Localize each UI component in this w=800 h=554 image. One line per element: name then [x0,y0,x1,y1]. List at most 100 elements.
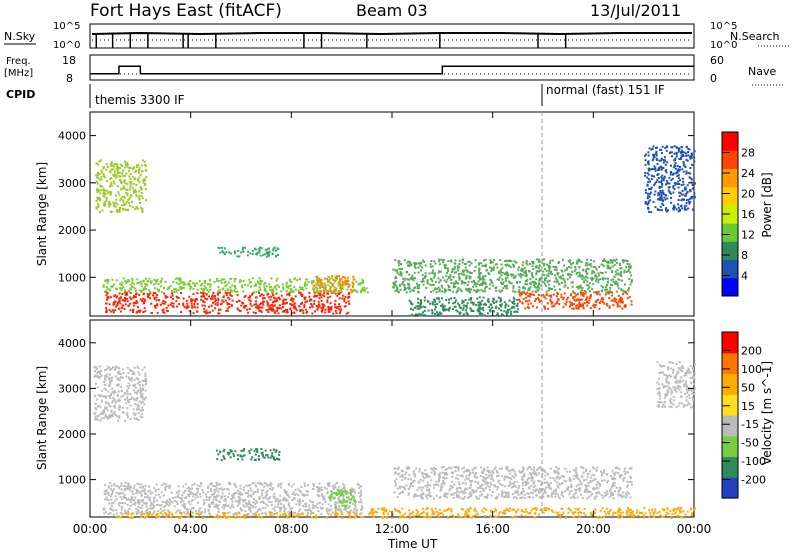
vel-scatter-mark [141,500,144,503]
vel-scatter-mark [445,496,448,499]
power-scatter-mark [677,183,679,185]
power-scatter-mark [510,282,513,285]
vel-scatter-mark [449,484,452,487]
nsky-left-top-tick: 10^5 [53,21,80,32]
power-scatter-mark [134,296,137,299]
vel-scatter-mark [250,458,253,461]
power-scatter-mark [509,266,512,268]
power-scatter-mark [573,269,576,272]
vel-scatter-mark [119,502,122,505]
vel-scatter-mark [187,515,190,518]
power-scatter-mark [190,304,193,307]
power-scatter-mark [435,291,438,294]
power-scatter-mark [392,282,395,285]
power-scatter-mark [175,281,178,284]
power-scatter-mark [318,297,321,300]
power-scatter-mark [568,300,571,303]
power-scatter-mark [166,310,169,313]
power-scatter-mark [592,305,595,307]
power-scatter-mark [120,182,123,185]
vel-scatter-mark [243,514,246,516]
power-scatter-mark [144,310,147,313]
vel-scatter-mark [145,379,148,382]
power-scatter-mark [513,310,516,313]
power-scatter-mark [128,280,131,283]
vel-scatter-mark [223,456,225,459]
power-scatter-mark [516,281,518,284]
power-scatter-mark [674,162,677,164]
power-scatter-mark [588,296,591,299]
vel-scatter-mark [137,389,140,392]
power-scatter-mark [630,281,633,283]
vel-scatter-mark [338,486,341,489]
power-scatter-mark [574,299,577,302]
power-scatter-mark [135,169,138,172]
power-scatter-mark [538,270,540,273]
power-scatter-mark [671,155,673,158]
power-scatter-mark [101,185,104,188]
power-scatter-mark [552,293,555,296]
power-scatter-mark [126,194,129,197]
power-scatter-mark [334,303,337,306]
power-scatter-mark [459,307,462,309]
power-scatter-mark [512,290,515,293]
power-scatter-mark [466,312,469,315]
power-scatter-mark [457,302,459,305]
power-scatter-mark [316,294,318,297]
power-scatter-mark [301,295,304,298]
power-scatter-mark [129,302,132,305]
vel-scatter-mark [116,384,119,387]
power-scatter-mark [661,202,664,205]
vel-scatter-mark [293,497,296,500]
power-scatter-mark [674,165,677,168]
power-scatter-mark [499,270,502,273]
vel-scatter-mark [96,386,99,389]
power-scatter-mark [670,179,673,182]
power-scatter-mark [612,281,615,283]
power-scatter-mark [530,260,533,263]
power-scatter-mark [238,309,241,312]
power-scatter-mark [99,189,102,192]
power-scatter-mark [570,281,573,284]
power-scatter-mark [646,192,649,195]
vel-scatter-mark [501,475,504,478]
vel-scatter-mark [242,504,245,507]
power-scatter-mark [599,300,602,303]
vel-scatter-mark [102,410,105,413]
power-scatter-mark [503,310,506,313]
power-scatter-mark [351,281,354,284]
power-scatter-mark [347,311,350,314]
power-scatter-mark [476,309,479,311]
vel-scatter-mark [226,505,229,508]
vel-scatter-mark [132,371,135,374]
power-scatter-mark [119,163,122,166]
vel-scatter-mark [348,516,351,519]
power-scatter-mark [274,310,277,313]
vel-scatter-mark [465,475,468,478]
vel-scatter-mark [117,393,120,396]
power-scatter-mark [149,297,152,300]
power-scatter-mark [628,287,630,290]
power-scatter-mark [138,181,141,184]
power-scatter-mark [519,291,522,294]
power-scatter-mark [563,292,566,295]
power-scatter-mark [651,159,654,162]
power-scatter-mark [104,192,107,195]
power-scatter-mark [555,269,558,272]
vel-scatter-mark [130,485,133,488]
power-scatter-mark [586,284,589,287]
power-scatter-mark [585,298,588,301]
vel-scatter-mark [133,383,136,386]
power-scatter-mark [564,269,567,272]
power-scatter-mark [310,282,313,285]
power-scatter-mark [452,282,455,285]
power-scatter-mark [478,262,481,265]
power-scatter-mark [470,310,473,312]
power-scatter-mark [115,168,118,171]
vel-scatter-mark [164,486,167,488]
power-scatter-mark [305,311,308,314]
vel-scatter-mark [305,509,308,512]
power-scatter-mark [468,260,471,263]
power-scatter-mark [423,260,426,263]
vel-scatter-mark [264,449,267,452]
